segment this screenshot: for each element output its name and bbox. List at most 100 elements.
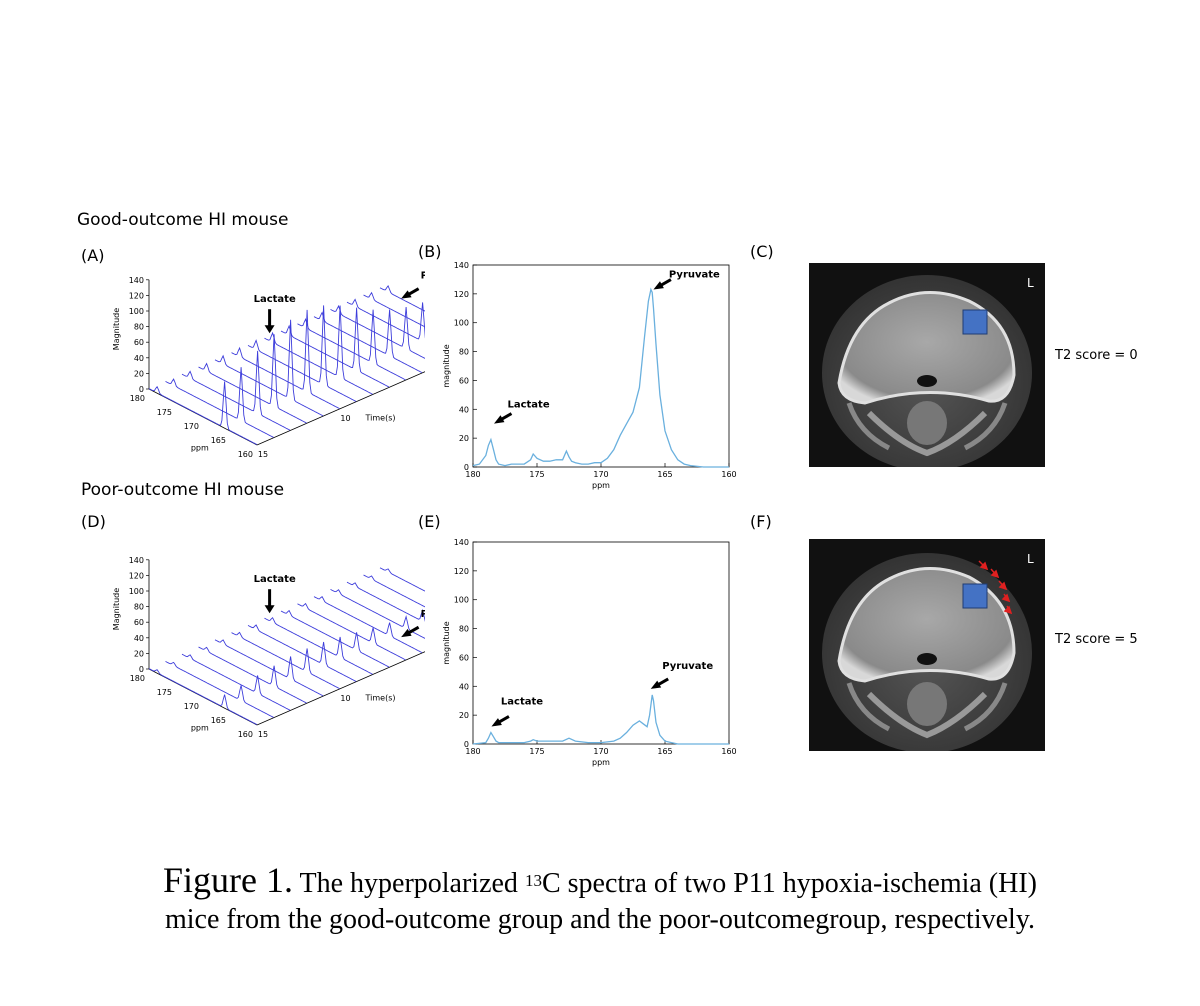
panel-label-d: (D)	[81, 512, 106, 531]
ppm-tick-label: 165	[211, 716, 226, 725]
x-tick-label: 170	[593, 470, 608, 479]
pyruvate-arrow-head	[401, 628, 412, 638]
y-tick-label: 40	[459, 405, 469, 414]
annotation-arrow-1-head	[653, 281, 664, 290]
x-tick-label: 165	[657, 747, 672, 756]
pyruvate-arrow-head	[401, 290, 412, 299]
spectrum-trace	[148, 668, 258, 725]
y-tick-label: 60	[459, 653, 469, 662]
ppm-tick-label: 160	[238, 450, 253, 459]
pyruvate-label: Pyruvate	[421, 271, 425, 282]
y-tick-label: 140	[454, 538, 469, 547]
y-tick-label: 40	[459, 682, 469, 691]
x-axis-label: ppm	[592, 481, 610, 490]
spectrum-trace	[198, 646, 307, 704]
ppm-tick-label: 170	[184, 702, 199, 711]
waterfall-chart-d: 0 20 40 60 80 100 120 140 Magnitude 180 175 170 165 1…	[112, 556, 425, 739]
time-axis-label: Time(s)	[365, 694, 396, 703]
spectrum-trace	[379, 285, 425, 312]
z-tick-label: 140	[129, 276, 144, 285]
caption-lead: Figure 1.	[162, 860, 293, 900]
z-tick-label: 60	[134, 338, 144, 347]
spectrum-trace	[297, 309, 406, 381]
z-tick-label: 40	[134, 354, 144, 363]
caption-text-b: C spectra of two P11 hypoxia-ischemia (H…	[541, 868, 1037, 899]
ppm-tick-label: 165	[211, 436, 226, 445]
y-tick-label: 120	[454, 567, 469, 576]
ppm-tick-label: 175	[157, 688, 172, 697]
spectrum-trace	[264, 305, 373, 395]
annotation-label-1: Pyruvate	[662, 661, 713, 672]
y-tick-label: 80	[459, 348, 469, 357]
time-tick-label: 15	[258, 450, 268, 459]
spectrum-line	[472, 287, 729, 468]
y-tick-label: 100	[454, 596, 469, 605]
z-tick-label: 100	[129, 307, 144, 316]
ppm-tick-label: 175	[157, 408, 172, 417]
panel-label-b: (B)	[418, 242, 442, 261]
annotation-label-1: Pyruvate	[669, 270, 720, 281]
annotation-label-0: Lactate	[501, 696, 543, 707]
time-tick-label: 10	[340, 694, 350, 703]
x-tick-label: 170	[593, 747, 608, 756]
z-tick-label: 120	[129, 291, 144, 300]
spectrum-trace	[379, 567, 425, 592]
panel-label-e: (E)	[418, 512, 441, 531]
ppm-tick-label: 170	[184, 422, 199, 431]
orientation-label-f: L	[1027, 552, 1034, 566]
lactate-arrow-head	[264, 605, 275, 614]
ppm-axis-label: ppm	[191, 444, 209, 453]
y-tick-label: 140	[454, 261, 469, 270]
y-axis-label: magnitude	[442, 621, 451, 664]
caption-sup: 13	[524, 871, 542, 890]
spectrum-trace	[247, 305, 357, 402]
annotation-arrow-1-head	[650, 680, 662, 689]
ppm-tick-label: 180	[130, 394, 145, 403]
panel-label-f: (F)	[750, 512, 772, 531]
t2-score-c: T2 score = 0	[1055, 348, 1138, 363]
annotation-arrow-0-head	[494, 415, 505, 424]
y-axis-label: magnitude	[442, 344, 451, 387]
spectrum-trace	[346, 298, 425, 340]
time-tick-label: 10	[340, 414, 350, 423]
ppm-tick-label: 160	[238, 730, 253, 739]
y-tick-label: 60	[459, 376, 469, 385]
z-tick-label: 20	[134, 369, 144, 378]
spectrum-trace	[346, 581, 425, 622]
spectrum-chart-b: 180 175 170 165 160 0 20 40 60 80 100 120 140 ppm magn…	[442, 261, 737, 490]
lactate-label: Lactate	[254, 294, 296, 305]
row-title-good: Good-outcome HI mouse	[77, 210, 289, 230]
lactate-arrow-head	[264, 325, 275, 334]
x-tick-label: 180	[465, 470, 480, 479]
lactate-label: Lactate	[254, 574, 296, 585]
annotation-arrow-0-head	[491, 718, 502, 727]
spectrum-trace	[165, 367, 274, 438]
y-tick-label: 0	[464, 463, 469, 472]
panel-label-a: (A)	[81, 246, 105, 265]
x-tick-label: 180	[465, 747, 480, 756]
spectrum-trace	[165, 661, 274, 718]
spectrum-trace	[313, 596, 423, 654]
y-tick-label: 80	[459, 625, 469, 634]
lesion-arrows	[978, 560, 1013, 615]
y-tick-label: 100	[454, 319, 469, 328]
x-tick-label: 165	[657, 470, 672, 479]
spectrum-trace	[181, 350, 291, 431]
waterfall-chart-a: 0 20 40 60 80 100 120 140 Magnitude 180 175 170 165 1…	[112, 271, 425, 459]
figure-caption: Figure 1. The hyperpolarized 13C spectra…	[0, 862, 1200, 938]
time-axis	[256, 371, 425, 446]
spectrum-trace	[181, 653, 291, 711]
spectrum-trace	[247, 624, 357, 682]
y-tick-label: 20	[459, 711, 469, 720]
spectrum-trace	[231, 631, 340, 689]
caption-line-2: mice from the good-outcome group and the…	[164, 904, 1036, 935]
panel-label-c: (C)	[750, 242, 774, 261]
orientation-label-c: L	[1027, 276, 1034, 290]
plot-frame	[472, 541, 730, 745]
z-axis-label: Magnitude	[112, 308, 121, 350]
x-tick-label: 160	[721, 747, 736, 756]
t2-score-f: T2 score = 5	[1055, 632, 1138, 647]
spectrum-trace	[231, 309, 340, 409]
spectrum-trace	[297, 602, 406, 661]
ppm-tick-label: 180	[130, 674, 145, 683]
